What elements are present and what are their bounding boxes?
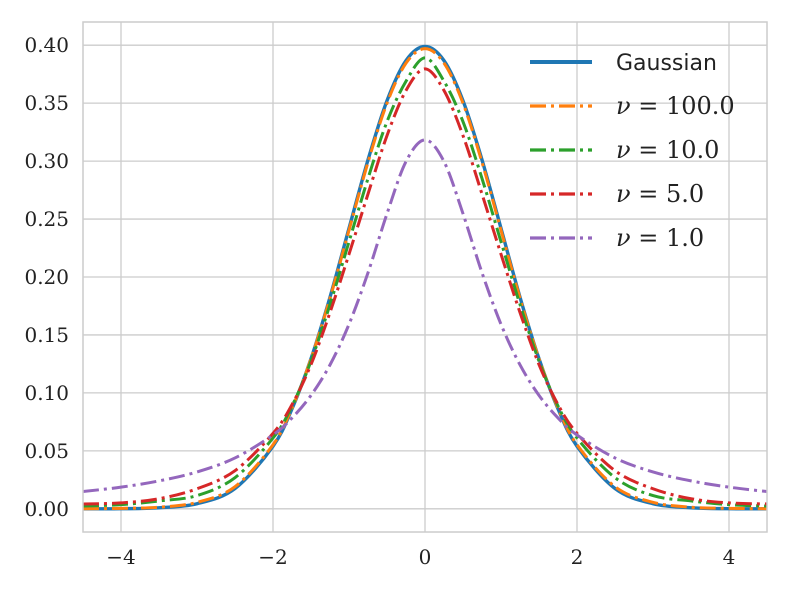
legend-label: ν = 10.0 — [616, 136, 719, 164]
legend: Gaussian ν = 100.0 ν = 10.0 ν = 5.0 ν = 1.0 — [530, 51, 735, 252]
y-tick-label: 0.05 — [24, 439, 69, 463]
plot-frame — [82, 21, 768, 533]
y-tick-label: 0.35 — [24, 91, 69, 115]
y-tick-label: 0.25 — [24, 207, 69, 231]
x-tick-label: −2 — [258, 545, 287, 569]
x-tick-label: 2 — [571, 545, 584, 569]
legend-label: ν = 5.0 — [616, 180, 704, 208]
x-tick-label: 0 — [419, 545, 432, 569]
series-line-nu-1-0 — [83, 138, 767, 494]
series-group — [83, 44, 767, 511]
x-tick-label: −4 — [106, 545, 135, 569]
legend-label: ν = 100.0 — [616, 92, 735, 120]
y-tick-label: 0.15 — [24, 323, 69, 347]
series-line-nu-5-0 — [83, 67, 767, 506]
series-line-nu-100-0 — [83, 47, 767, 511]
y-tick-label: 0.00 — [24, 497, 69, 521]
legend-label: Gaussian — [616, 51, 717, 76]
y-tick-label: 0.30 — [24, 149, 69, 173]
y-tick-label: 0.10 — [24, 381, 69, 405]
y-tick-label: 0.40 — [24, 33, 69, 57]
tick-labels: −4 −2 0 2 4 0.00 0.05 0.10 0.15 0.20 0.25 0.30 0.35 0… — [24, 33, 735, 569]
y-tick-label: 0.20 — [24, 265, 69, 289]
legend-label: ν = 1.0 — [616, 224, 704, 252]
x-tick-label: 4 — [723, 545, 736, 569]
series-line-nu-10-0 — [83, 56, 767, 508]
